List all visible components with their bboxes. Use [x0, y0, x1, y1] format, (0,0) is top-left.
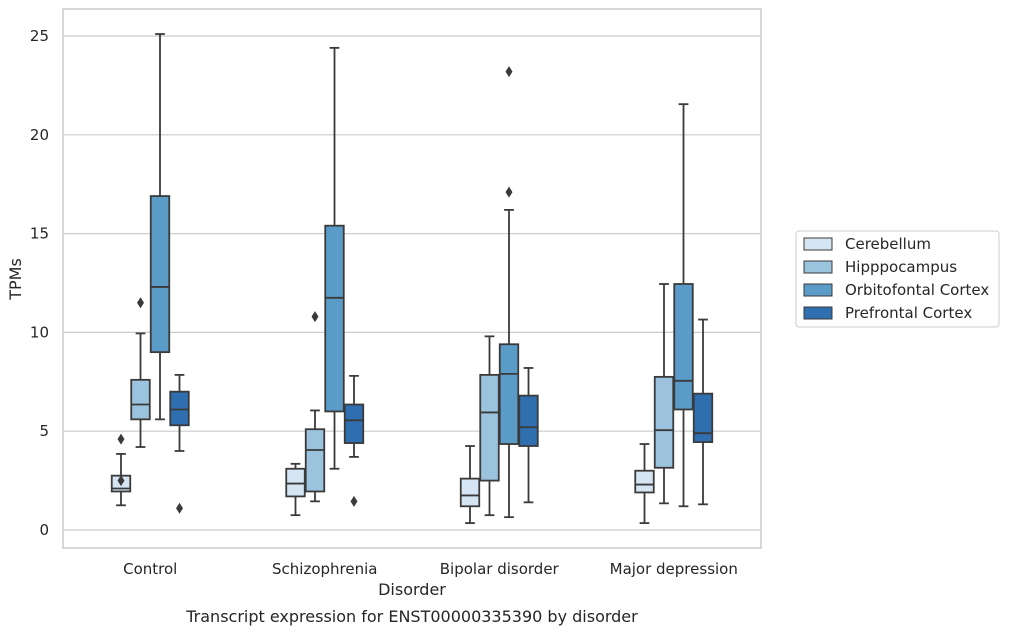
outlier-point: [505, 186, 513, 198]
box: [149, 195, 171, 354]
box: [673, 283, 694, 411]
y-axis-ticks: 0 5 10 15 20 25: [30, 27, 49, 539]
outlier-point: [505, 66, 513, 78]
legend-swatch: [803, 260, 833, 274]
legend-swatch: [803, 306, 833, 320]
y-tick-label: 5: [39, 422, 49, 440]
outlier-point: [137, 297, 144, 309]
box: [169, 390, 190, 427]
x-tick-label: Control: [123, 560, 177, 578]
box: [479, 373, 500, 482]
box: [692, 392, 714, 443]
outlier-point: [117, 433, 125, 445]
legend-frame: [795, 230, 1000, 328]
y-axis-label: TPMs: [6, 258, 25, 301]
legend-label: Cerebellum: [845, 235, 931, 253]
legend-label: Orbitofontal Cortex: [845, 281, 989, 299]
box: [459, 477, 481, 508]
chart-caption: Transcript expression for ENST0000033539…: [185, 607, 638, 626]
legend: Cerebellum Hipppocampus Orbitofontal Corte…: [795, 230, 1000, 328]
y-tick-label: 20: [30, 126, 49, 144]
x-tick-label: Schizophrenia: [272, 560, 377, 578]
box: [343, 403, 365, 444]
y-tick-label: 25: [30, 27, 49, 45]
legend-swatch: [803, 283, 833, 297]
box: [285, 467, 306, 498]
outlier-point: [176, 502, 183, 514]
x-axis-label: Disorder: [378, 580, 446, 599]
legend-label: Prefrontal Cortex: [845, 304, 972, 322]
box: [634, 469, 655, 494]
box: [498, 343, 520, 445]
box: [324, 224, 345, 413]
y-tick-label: 15: [30, 225, 49, 243]
x-tick-label: Bipolar disorder: [440, 560, 560, 578]
outlier-point: [311, 311, 319, 323]
outlier-point: [117, 475, 125, 487]
box: [304, 428, 326, 493]
legend-label: Hipppocampus: [845, 258, 957, 276]
plot-area: [62, 8, 762, 549]
box-series: [110, 33, 714, 524]
x-tick-label: Major depression: [610, 560, 738, 578]
x-axis-ticks: Control Schizophrenia Bipolar disorder Majo…: [123, 560, 738, 578]
y-tick-label: 10: [30, 323, 49, 341]
legend-swatch: [803, 237, 833, 251]
box: [130, 378, 151, 421]
outlier-point: [350, 495, 358, 507]
box: [518, 394, 539, 447]
y-tick-label: 0: [39, 521, 49, 539]
box: [653, 375, 675, 469]
